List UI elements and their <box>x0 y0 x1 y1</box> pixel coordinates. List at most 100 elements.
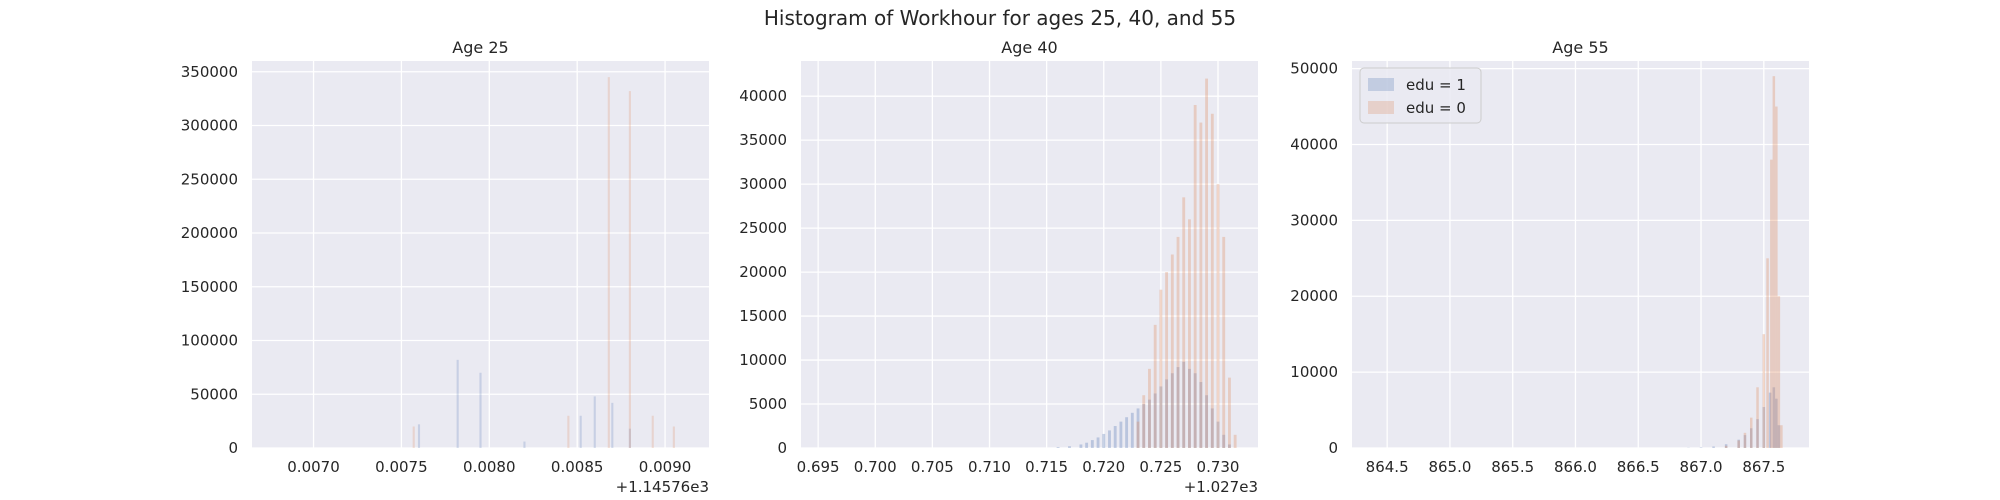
bar-edu-0 <box>651 415 654 448</box>
bar-edu-0 <box>1780 425 1783 448</box>
bar-edu-1 <box>1193 373 1197 448</box>
x-tick-label: 0.0080 <box>463 458 516 476</box>
x-tick-label: 864.5 <box>1366 458 1409 476</box>
bar-edu-0 <box>1205 78 1209 448</box>
y-tick-label: 200000 <box>181 224 238 242</box>
y-tick-label: 0 <box>228 439 238 457</box>
bar-edu-1 <box>1159 386 1163 448</box>
bar-edu-1 <box>1756 419 1759 448</box>
y-tick-label: 5000 <box>749 395 787 413</box>
x-tick-label: 0.730 <box>1197 458 1240 476</box>
bar-edu-0 <box>1233 434 1237 448</box>
bar-edu-1 <box>1205 395 1209 448</box>
bar-edu-1 <box>1777 425 1781 448</box>
bar-edu-1 <box>1749 428 1753 448</box>
bar-edu-0 <box>412 426 415 448</box>
y-tick-label: 0 <box>1328 439 1338 457</box>
bar-edu-1 <box>1102 433 1106 448</box>
x-tick-label: 0.705 <box>911 458 954 476</box>
y-tick-label: 15000 <box>739 307 787 325</box>
bar-edu-1 <box>1136 408 1140 448</box>
bar-edu-0 <box>1756 387 1759 448</box>
bar-edu-1 <box>1699 447 1703 448</box>
bar-edu-0 <box>1216 184 1220 449</box>
bar-edu-0 <box>1766 258 1769 448</box>
figure-suptitle: Histogram of Workhour for ages 25, 40, a… <box>764 6 1236 30</box>
bar-edu-1 <box>1762 407 1766 448</box>
y-tick-label: 250000 <box>181 170 238 188</box>
bar-edu-0 <box>1170 254 1174 448</box>
bar-edu-1 <box>1142 404 1146 448</box>
x-tick-label: 0.0075 <box>375 458 428 476</box>
x-tick-label: 866.0 <box>1554 458 1597 476</box>
bar-edu-0 <box>1775 106 1778 448</box>
y-tick-label: 100000 <box>181 332 238 350</box>
panel-title: Age 55 <box>1552 38 1608 57</box>
y-tick-label: 150000 <box>181 278 238 296</box>
bar-edu-1 <box>1210 408 1214 448</box>
bar-edu-1 <box>1119 421 1123 448</box>
bar-edu-1 <box>1085 442 1089 448</box>
legend: edu = 1 edu = 0 <box>1359 67 1482 124</box>
bar-edu-1 <box>1176 367 1180 448</box>
bar-edu-1 <box>1182 361 1186 448</box>
bar-edu-1 <box>628 428 631 448</box>
bar-edu-0 <box>1228 377 1231 448</box>
plot-area <box>1352 61 1809 448</box>
x-tick-label: 0.710 <box>968 458 1011 476</box>
bar-edu-1 <box>1216 421 1220 448</box>
x-tick-label: 865.0 <box>1428 458 1471 476</box>
bar-edu-0 <box>1210 113 1214 448</box>
y-tick-label: 350000 <box>181 63 238 81</box>
panel-age-40: Age 40 0.695 0.700 0.705 0.710 0.715 0.720 0.72… <box>739 38 1258 496</box>
bar-edu-1 <box>1199 382 1203 448</box>
x-tick-label: 0.715 <box>1025 458 1068 476</box>
panel-age-55: Age 55 864.5 865.0 865.5 866.0 866.5 867.0 867.… <box>1290 38 1809 476</box>
bar-edu-1 <box>1737 439 1740 448</box>
y-tick-label: 40000 <box>739 87 787 105</box>
y-tick-label: 40000 <box>1290 135 1338 153</box>
bar-edu-0 <box>1743 432 1747 448</box>
y-tick-label: 10000 <box>1290 363 1338 381</box>
bar-edu-1 <box>1775 398 1778 448</box>
bar-edu-1 <box>417 424 421 448</box>
bar-edu-1 <box>1768 392 1772 448</box>
bar-edu-0 <box>1772 76 1776 449</box>
legend-box <box>1359 67 1482 124</box>
bar-edu-0 <box>1724 445 1728 448</box>
bar-edu-1 <box>1148 399 1151 448</box>
panel-title: Age 25 <box>452 38 508 57</box>
x-tick-label: 865.5 <box>1491 458 1534 476</box>
bar-edu-1 <box>1108 430 1111 448</box>
bar-edu-0 <box>1188 219 1191 448</box>
y-tick-label: 30000 <box>1290 211 1338 229</box>
x-tick-label: 0.0070 <box>287 458 340 476</box>
bar-edu-0 <box>1159 289 1163 448</box>
panel-title: Age 40 <box>1001 38 1057 57</box>
x-tick-label: 866.5 <box>1617 458 1660 476</box>
x-tick-label: 867.5 <box>1742 458 1785 476</box>
plot-area <box>801 61 1258 448</box>
y-tick-label: 300000 <box>181 117 238 135</box>
bar-edu-1 <box>1153 393 1157 448</box>
bar-edu-1 <box>1165 379 1169 448</box>
bar-edu-0 <box>1777 296 1781 448</box>
y-tick-label: 50000 <box>1290 60 1338 78</box>
bar-edu-0 <box>1182 197 1186 448</box>
bar-edu-1 <box>1743 435 1747 448</box>
panel-age-25: Age 25 0.0070 0.0075 0.0080 0.0085 0.0090 0 500… <box>181 38 709 496</box>
bar-edu-1 <box>1068 446 1071 448</box>
y-tick-label: 25000 <box>739 219 787 237</box>
bar-edu-1 <box>1125 417 1129 448</box>
x-tick-label: 0.720 <box>1082 458 1125 476</box>
bar-edu-1 <box>1724 444 1728 448</box>
bar-edu-1 <box>523 441 526 448</box>
bar-edu-0 <box>672 426 675 448</box>
bar-edu-1 <box>1056 447 1060 448</box>
bar-edu-0 <box>1770 159 1773 448</box>
bar-edu-0 <box>628 91 631 448</box>
y-tick-label: 0 <box>777 439 787 457</box>
bar-edu-0 <box>1749 417 1753 448</box>
bar-edu-0 <box>1165 272 1169 448</box>
